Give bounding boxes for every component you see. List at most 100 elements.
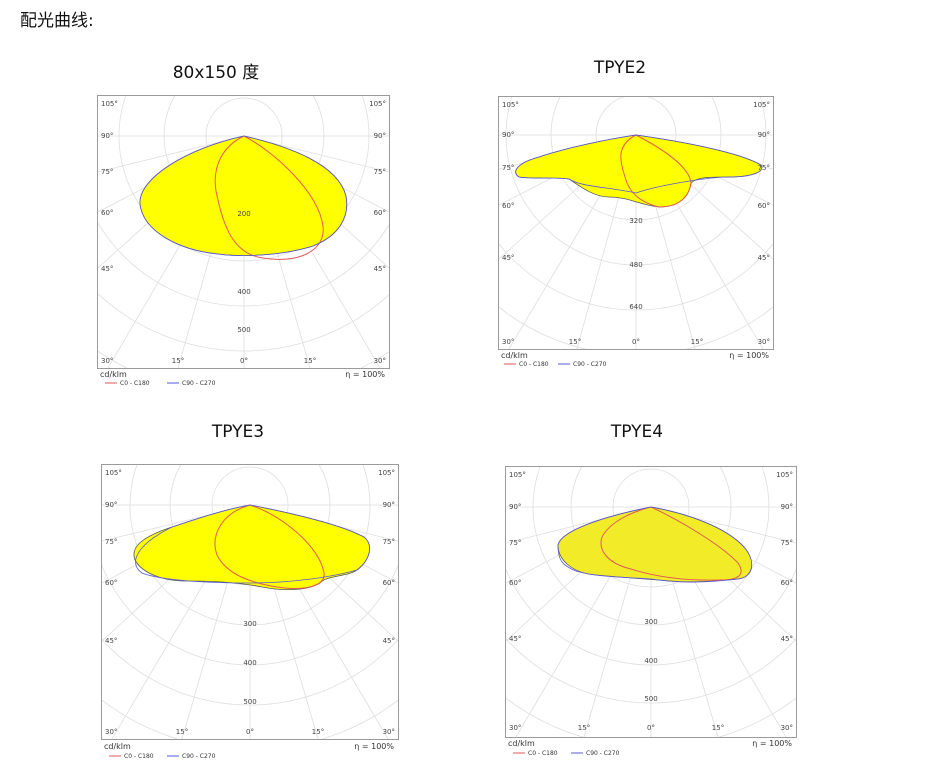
svg-text:15°: 15° xyxy=(578,724,590,732)
legend-3: cd/klm η = 100% C0 - C180 C90 - C270 xyxy=(104,742,394,760)
legend-c90: C90 - C270 xyxy=(182,753,216,760)
page-title: 配光曲线: xyxy=(20,11,94,31)
c90-c270-curve xyxy=(515,134,763,194)
svg-text:75°: 75° xyxy=(781,539,793,547)
svg-text:500: 500 xyxy=(644,695,657,703)
legend-c0: C0 - C180 xyxy=(528,750,558,757)
c0-c180-curve xyxy=(214,135,324,260)
svg-text:200: 200 xyxy=(237,210,250,218)
polar-chart-4-svg: 105° 90° 75° 60° 45° 30° 105° 90° 75° 60… xyxy=(410,266,892,748)
svg-text:480: 480 xyxy=(629,261,642,269)
angle-labels-right: 105° 90° 75° 60° 45° 30° xyxy=(753,101,770,346)
svg-text:0°: 0° xyxy=(632,338,640,346)
svg-text:30°: 30° xyxy=(383,728,395,736)
angle-labels-left: 105° 90° 75° 60° 45° 30° xyxy=(502,101,519,346)
angle-labels-bottom: 15° 0° 15° xyxy=(172,357,316,365)
svg-text:45°: 45° xyxy=(105,637,117,645)
svg-text:15°: 15° xyxy=(712,724,724,732)
efficiency-label: η = 100% xyxy=(752,739,792,748)
svg-text:75°: 75° xyxy=(105,538,117,546)
svg-text:640: 640 xyxy=(629,303,642,311)
polar-chart-2: 105° 90° 75° 60° 45° 30° 105° 90° 75° 60… xyxy=(415,0,857,356)
svg-text:90°: 90° xyxy=(781,503,793,511)
light-distribution-area xyxy=(515,134,763,208)
c0-c180-curve xyxy=(620,134,692,208)
svg-text:75°: 75° xyxy=(502,164,514,172)
svg-text:15°: 15° xyxy=(172,357,184,365)
svg-text:90°: 90° xyxy=(383,501,395,509)
angle-labels-left: 105° 90° 75° 60° 45° 30° xyxy=(509,471,526,732)
svg-text:15°: 15° xyxy=(312,728,324,736)
angle-labels-right: 105° 90° 75° 60° 45° 30° xyxy=(369,100,386,365)
svg-text:400: 400 xyxy=(644,657,657,665)
svg-text:30°: 30° xyxy=(781,724,793,732)
c90-c270-curve xyxy=(557,506,752,583)
chart-title-1: 80x150 度 xyxy=(172,63,260,83)
svg-text:75°: 75° xyxy=(383,538,395,546)
unit-label: cd/klm xyxy=(100,370,127,379)
c90-c270-curve xyxy=(135,504,371,584)
efficiency-label: η = 100% xyxy=(345,370,385,379)
svg-text:0°: 0° xyxy=(246,728,254,736)
unit-label: cd/klm xyxy=(104,742,131,751)
svg-text:30°: 30° xyxy=(758,338,770,346)
radial-labels: 300 400 500 xyxy=(644,618,657,703)
radial-labels: 300 400 500 xyxy=(243,620,256,706)
svg-text:45°: 45° xyxy=(502,254,514,262)
svg-text:0°: 0° xyxy=(647,724,655,732)
svg-text:30°: 30° xyxy=(509,724,521,732)
svg-text:105°: 105° xyxy=(369,100,386,108)
svg-text:75°: 75° xyxy=(509,539,521,547)
legend-2: cd/klm η = 100% C0 - C180 C90 - C270 xyxy=(501,351,769,368)
svg-text:15°: 15° xyxy=(691,338,703,346)
svg-text:45°: 45° xyxy=(758,254,770,262)
legend-c90: C90 - C270 xyxy=(182,380,216,387)
svg-text:45°: 45° xyxy=(509,635,521,643)
polar-chart-1-svg: 105° 90° 75° 60° 45° 30° 105° 90° 75° 60… xyxy=(0,0,505,397)
svg-text:105°: 105° xyxy=(509,471,526,479)
svg-text:15°: 15° xyxy=(176,728,188,736)
light-distribution-area xyxy=(133,504,371,591)
angle-labels-bottom: 15° 0° 15° xyxy=(176,728,324,736)
angle-labels-right: 105° 90° 75° 60° 45° 30° xyxy=(776,471,793,732)
light-distribution-area xyxy=(557,506,752,583)
svg-text:90°: 90° xyxy=(509,503,521,511)
angle-labels-right: 105° 90° 75° 60° 45° 30° xyxy=(378,469,395,736)
svg-text:30°: 30° xyxy=(101,357,113,365)
polar-chart-2-svg: 105° 90° 75° 60° 45° 30° 105° 90° 75° 60… xyxy=(415,0,857,356)
radial-labels: 200 400 500 xyxy=(237,210,250,334)
svg-text:60°: 60° xyxy=(101,209,113,217)
efficiency-label: η = 100% xyxy=(354,742,394,751)
radial-labels: 320 480 640 xyxy=(629,217,642,311)
legend-c0: C0 - C180 xyxy=(519,361,549,368)
svg-text:400: 400 xyxy=(243,659,256,667)
svg-text:320: 320 xyxy=(629,217,642,225)
svg-text:300: 300 xyxy=(644,618,657,626)
polar-chart-3-svg: 105° 90° 75° 60° 45° 30° 105° 90° 75° 60… xyxy=(4,259,496,751)
svg-text:105°: 105° xyxy=(502,101,519,109)
svg-text:30°: 30° xyxy=(502,338,514,346)
svg-text:60°: 60° xyxy=(105,579,117,587)
polar-chart-1: 105° 90° 75° 60° 45° 30° 105° 90° 75° 60… xyxy=(0,0,505,397)
legend-4: cd/klm η = 100% C0 - C180 C90 - C270 xyxy=(508,739,792,757)
svg-text:75°: 75° xyxy=(101,168,113,176)
svg-text:105°: 105° xyxy=(101,100,118,108)
svg-text:45°: 45° xyxy=(383,637,395,645)
svg-text:105°: 105° xyxy=(105,469,122,477)
svg-text:60°: 60° xyxy=(509,579,521,587)
svg-text:105°: 105° xyxy=(776,471,793,479)
svg-text:60°: 60° xyxy=(758,202,770,210)
svg-text:30°: 30° xyxy=(105,728,117,736)
chart-title-2: TPYE2 xyxy=(593,58,647,78)
svg-text:500: 500 xyxy=(237,326,250,334)
polar-chart-4: 105° 90° 75° 60° 45° 30° 105° 90° 75° 60… xyxy=(410,266,892,748)
svg-text:500: 500 xyxy=(243,698,256,706)
svg-text:0°: 0° xyxy=(240,357,248,365)
svg-text:15°: 15° xyxy=(304,357,316,365)
svg-text:60°: 60° xyxy=(383,579,395,587)
svg-text:45°: 45° xyxy=(781,635,793,643)
angle-labels-left: 105° 90° 75° 60° 45° 30° xyxy=(105,469,122,736)
legend-c0: C0 - C180 xyxy=(124,753,154,760)
svg-text:105°: 105° xyxy=(378,469,395,477)
svg-text:30°: 30° xyxy=(374,357,386,365)
